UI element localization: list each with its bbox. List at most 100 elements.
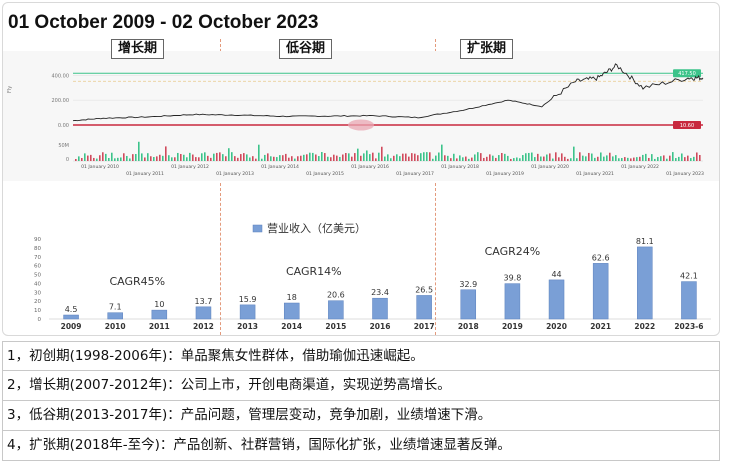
volume-bar: [324, 153, 326, 161]
volume-bar: [645, 153, 647, 161]
volume-bar: [495, 157, 497, 161]
volume-bar: [180, 153, 182, 161]
volume-bar: [573, 146, 575, 161]
volume-bar: [402, 153, 404, 161]
volume-bar: [477, 152, 479, 161]
volume-bar: [276, 157, 278, 161]
volume-bar: [690, 158, 692, 161]
volume-bar: [411, 153, 413, 161]
volume-tick: 50M: [58, 143, 69, 149]
revenue-category-label: 2016: [370, 322, 391, 331]
volume-bar: [660, 156, 662, 161]
volume-bar: [681, 153, 683, 161]
revenue-value-label: 44: [551, 270, 561, 279]
revenue-value-label: 10: [154, 300, 164, 309]
volume-bar: [543, 156, 545, 161]
revenue-value-label: 4.5: [65, 305, 78, 314]
volume-bar: [459, 155, 461, 161]
revenue-value-label: 42.1: [680, 272, 698, 281]
volume-bar: [462, 157, 464, 161]
volume-bar: [570, 158, 572, 161]
revenue-value-label: 39.8: [503, 274, 521, 283]
revenue-value-label: 20.6: [327, 291, 345, 300]
volume-bar: [303, 154, 305, 161]
volume-bar: [108, 158, 110, 161]
volume-bar: [339, 156, 341, 161]
revenue-category-label: 2015: [325, 322, 346, 331]
revenue-value-label: 23.4: [371, 288, 389, 297]
volume-bar: [666, 158, 668, 161]
revenue-category-label: 2011: [149, 322, 170, 331]
revenue-category-label: 2012: [193, 322, 214, 331]
volume-bar: [306, 154, 308, 161]
stock-x-tick-bottom: 01 January 2013: [216, 171, 254, 177]
revenue-category-label: 2010: [105, 322, 126, 331]
volume-bar: [669, 155, 671, 161]
revenue-category-label: 2022: [634, 322, 655, 331]
volume-bar: [504, 153, 506, 161]
phase-divider-2: [435, 39, 436, 335]
revenue-bar: [283, 302, 300, 320]
stock-y-tick: 400.00: [52, 73, 70, 79]
volume-bar: [546, 154, 548, 161]
volume-bar: [366, 150, 368, 161]
revenue-category-label: 2020: [546, 322, 567, 331]
stock-x-tick-top: 01 January 2010: [81, 164, 119, 170]
volume-bar: [438, 152, 440, 161]
volume-bar: [630, 158, 632, 161]
stock-x-tick-top: 01 January 2016: [351, 164, 389, 170]
volume-bar: [420, 153, 422, 161]
stock-x-tick-top: 01 January 2018: [441, 164, 479, 170]
volume-bar: [435, 155, 437, 161]
volume-bar: [699, 155, 701, 161]
volume-bar: [525, 153, 527, 161]
volume-bar: [84, 153, 86, 161]
volume-bar: [210, 157, 212, 161]
revenue-bar-chart: 营业收入（亿美元） 0 10 20 30 40 50 60 70 80 90 4.5 2009 7.1 20…: [34, 221, 711, 331]
volume-bar: [315, 154, 317, 161]
volume-bar: [201, 153, 203, 161]
volume-bar: [399, 156, 401, 161]
volume-bar: [261, 158, 263, 161]
volume-bar: [279, 155, 281, 161]
volume-bar: [249, 157, 251, 161]
volume-bar: [486, 156, 488, 161]
volume-bar: [561, 153, 563, 161]
volume-bar: [177, 152, 179, 161]
stock-price-chart: Fly 400.00 200.00 0.00 417.50 10.60 50M 0 01 Jan…: [3, 51, 719, 181]
volume-bar: [126, 155, 128, 161]
revenue-bar: [328, 300, 344, 320]
volume-bar: [549, 153, 551, 161]
volume-bar: [321, 152, 323, 161]
revenue-bar: [372, 297, 388, 320]
volume-bar: [318, 156, 320, 161]
volume-bar: [285, 153, 287, 161]
volume-bar: [255, 158, 257, 161]
volume-bar: [618, 158, 620, 161]
revenue-value-label: 7.1: [109, 303, 122, 312]
upper-marker-label: 417.50: [678, 71, 696, 77]
volume-bar: [195, 157, 197, 161]
volume-bar: [156, 156, 158, 161]
volume-bar: [327, 156, 329, 161]
volume-bar: [552, 158, 554, 161]
volume-bar: [183, 154, 185, 161]
volume-bar: [693, 156, 695, 161]
volume-bar: [651, 154, 653, 161]
volume-bar: [162, 155, 164, 161]
volume-bar: [417, 155, 419, 161]
revenue-value-label: 32.9: [459, 280, 477, 289]
stock-x-tick-top: 01 January 2014: [261, 164, 299, 170]
volume-bar: [192, 154, 194, 161]
stock-x-tick-bottom: 01 January 2015: [306, 171, 344, 177]
revenue-value-label: 18: [287, 293, 297, 302]
volume-bar: [381, 146, 383, 161]
volume-bar: [189, 152, 191, 161]
revenue-value-label: 81.1: [636, 237, 654, 246]
volume-bar: [117, 157, 119, 161]
volume-bar: [243, 153, 245, 161]
stock-x-tick-top: 01 January 2012: [171, 164, 209, 170]
volume-bar: [639, 156, 641, 161]
volume-bar: [252, 156, 254, 161]
note-startup: 1，初创期(1998-2006年)：单品聚焦女性群体，借助瑜伽迅速崛起。: [2, 341, 720, 371]
